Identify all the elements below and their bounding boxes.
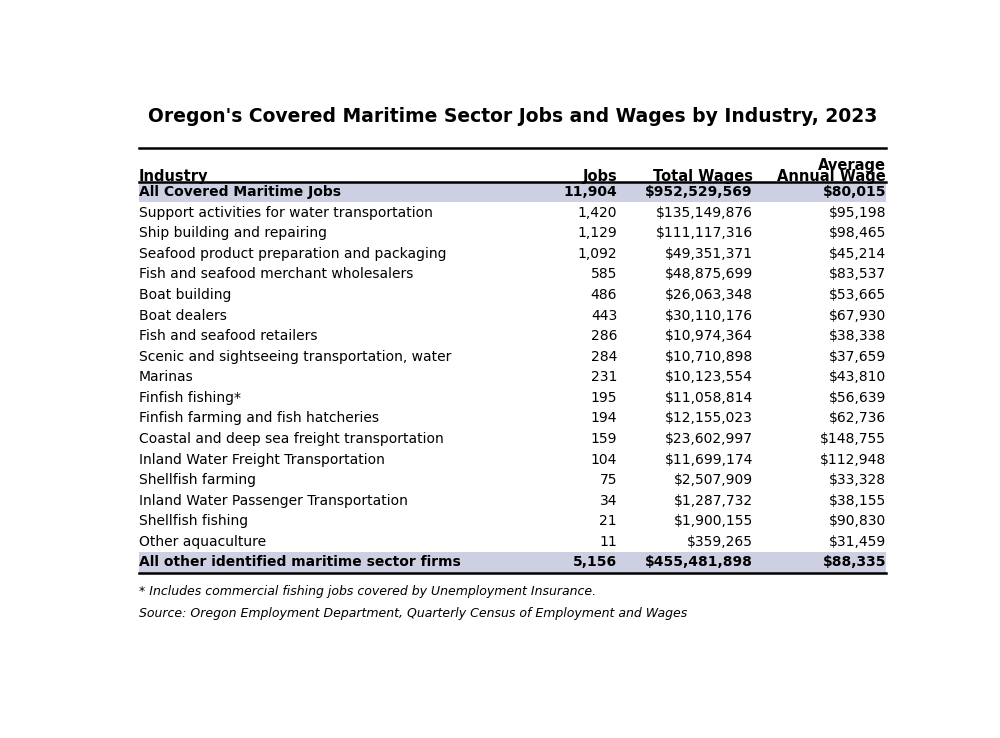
Text: $88,335: $88,335 (823, 556, 886, 570)
Text: Industry: Industry (139, 169, 208, 184)
Text: $80,015: $80,015 (823, 185, 886, 199)
Text: 443: 443 (591, 308, 617, 323)
Text: All Covered Maritime Jobs: All Covered Maritime Jobs (139, 185, 341, 199)
Text: $2,507,909: $2,507,909 (674, 473, 753, 487)
Text: * Includes commercial fishing jobs covered by Unemployment Insurance.: * Includes commercial fishing jobs cover… (139, 585, 596, 599)
Text: Oregon's Covered Maritime Sector Jobs and Wages by Industry, 2023: Oregon's Covered Maritime Sector Jobs an… (148, 107, 877, 125)
Text: Annual Wage: Annual Wage (777, 169, 886, 184)
Text: $23,602,997: $23,602,997 (665, 432, 753, 446)
Text: 21: 21 (600, 514, 617, 528)
Text: $111,117,316: $111,117,316 (656, 227, 753, 240)
Text: Other aquaculture: Other aquaculture (139, 535, 266, 549)
Text: $56,639: $56,639 (829, 391, 886, 405)
Text: 194: 194 (591, 411, 617, 425)
Text: 1,129: 1,129 (577, 227, 617, 240)
Text: Jobs: Jobs (582, 169, 617, 184)
Text: 1,092: 1,092 (578, 246, 617, 261)
Text: $90,830: $90,830 (829, 514, 886, 528)
Bar (139, 552, 886, 573)
Text: $31,459: $31,459 (829, 535, 886, 549)
Text: $10,710,898: $10,710,898 (664, 350, 753, 364)
Text: 104: 104 (591, 452, 617, 466)
Text: $95,198: $95,198 (829, 206, 886, 220)
Text: $11,058,814: $11,058,814 (664, 391, 753, 405)
Text: Seafood product preparation and packaging: Seafood product preparation and packagin… (139, 246, 446, 261)
Text: Inland Water Freight Transportation: Inland Water Freight Transportation (139, 452, 385, 466)
Text: 159: 159 (591, 432, 617, 446)
Text: Shellfish farming: Shellfish farming (139, 473, 256, 487)
Text: $10,974,364: $10,974,364 (665, 329, 753, 343)
Text: 11,904: 11,904 (563, 185, 617, 199)
Text: Average: Average (818, 158, 886, 173)
Text: $33,328: $33,328 (829, 473, 886, 487)
Text: $112,948: $112,948 (820, 452, 886, 466)
Text: Marinas: Marinas (139, 370, 194, 384)
Text: $43,810: $43,810 (829, 370, 886, 384)
Text: $455,481,898: $455,481,898 (645, 556, 753, 570)
Text: $67,930: $67,930 (829, 308, 886, 323)
Text: $30,110,176: $30,110,176 (665, 308, 753, 323)
Bar (139, 182, 886, 202)
Text: $11,699,174: $11,699,174 (664, 452, 753, 466)
Text: 286: 286 (591, 329, 617, 343)
Text: Fish and seafood merchant wholesalers: Fish and seafood merchant wholesalers (139, 267, 413, 281)
Text: $10,123,554: $10,123,554 (665, 370, 753, 384)
Text: Source: Oregon Employment Department, Quarterly Census of Employment and Wages: Source: Oregon Employment Department, Qu… (139, 607, 687, 620)
Text: $12,155,023: $12,155,023 (665, 411, 753, 425)
Text: 11: 11 (599, 535, 617, 549)
Text: 284: 284 (591, 350, 617, 364)
Text: $359,265: $359,265 (687, 535, 753, 549)
Text: $1,287,732: $1,287,732 (674, 494, 753, 508)
Text: 5,156: 5,156 (573, 556, 617, 570)
Text: $48,875,699: $48,875,699 (664, 267, 753, 281)
Text: 75: 75 (600, 473, 617, 487)
Text: $53,665: $53,665 (829, 288, 886, 302)
Text: $98,465: $98,465 (829, 227, 886, 240)
Text: $37,659: $37,659 (829, 350, 886, 364)
Text: Support activities for water transportation: Support activities for water transportat… (139, 206, 433, 220)
Text: $38,155: $38,155 (829, 494, 886, 508)
Text: $952,529,569: $952,529,569 (645, 185, 753, 199)
Text: Boat dealers: Boat dealers (139, 308, 227, 323)
Text: $1,900,155: $1,900,155 (674, 514, 753, 528)
Text: Ship building and repairing: Ship building and repairing (139, 227, 327, 240)
Text: $38,338: $38,338 (829, 329, 886, 343)
Text: Coastal and deep sea freight transportation: Coastal and deep sea freight transportat… (139, 432, 444, 446)
Text: 585: 585 (591, 267, 617, 281)
Text: Shellfish fishing: Shellfish fishing (139, 514, 248, 528)
Text: $45,214: $45,214 (829, 246, 886, 261)
Text: Fish and seafood retailers: Fish and seafood retailers (139, 329, 317, 343)
Text: 231: 231 (591, 370, 617, 384)
Text: $148,755: $148,755 (820, 432, 886, 446)
Text: $135,149,876: $135,149,876 (656, 206, 753, 220)
Text: 195: 195 (591, 391, 617, 405)
Text: $26,063,348: $26,063,348 (665, 288, 753, 302)
Text: Finfish farming and fish hatcheries: Finfish farming and fish hatcheries (139, 411, 379, 425)
Text: Boat building: Boat building (139, 288, 231, 302)
Text: All other identified maritime sector firms: All other identified maritime sector fir… (139, 556, 461, 570)
Text: Scenic and sightseeing transportation, water: Scenic and sightseeing transportation, w… (139, 350, 451, 364)
Text: $83,537: $83,537 (829, 267, 886, 281)
Text: 1,420: 1,420 (578, 206, 617, 220)
Text: 486: 486 (591, 288, 617, 302)
Text: $49,351,371: $49,351,371 (665, 246, 753, 261)
Text: Finfish fishing*: Finfish fishing* (139, 391, 241, 405)
Text: $62,736: $62,736 (829, 411, 886, 425)
Text: 34: 34 (600, 494, 617, 508)
Text: Total Wages: Total Wages (653, 169, 753, 184)
Text: Inland Water Passenger Transportation: Inland Water Passenger Transportation (139, 494, 408, 508)
